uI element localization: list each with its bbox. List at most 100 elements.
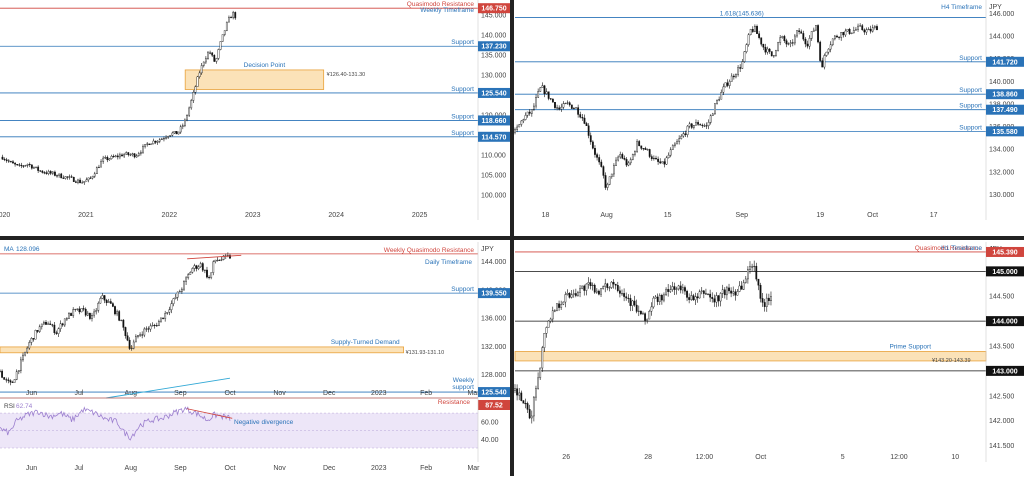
candle-body: [157, 320, 160, 327]
level-label: 1.618(145.636): [720, 10, 764, 17]
level-label: Weekly: [453, 377, 475, 384]
candle-body: [179, 126, 182, 133]
candle-body: [675, 288, 678, 290]
candle-body: [56, 175, 58, 177]
candle-body: [697, 122, 699, 125]
candle-body: [616, 285, 619, 291]
candle-body: [659, 161, 662, 164]
daily-resistance-trendline: [187, 254, 242, 260]
candle-body: [125, 152, 128, 155]
candle-body: [587, 282, 590, 285]
candle-body: [857, 25, 859, 30]
candle-body: [15, 371, 18, 380]
timeframe-label: H1 Timeframe: [941, 245, 982, 252]
candle-body: [740, 285, 743, 290]
candle-body: [873, 26, 876, 28]
candle-body: [707, 293, 709, 295]
candle-body: [692, 295, 695, 301]
y-tick-label: 141.500: [989, 443, 1014, 450]
price-tag-text: 137.490: [992, 107, 1017, 114]
candle-body: [596, 154, 598, 158]
candle-body: [225, 21, 228, 31]
zone-box: [184, 69, 325, 90]
candle-body: [66, 318, 68, 320]
candle-body: [77, 179, 79, 183]
candle-body: [646, 149, 649, 151]
divergence-label: Negative divergence: [234, 419, 294, 426]
candle-body: [188, 107, 191, 116]
candle-body: [623, 158, 626, 160]
candle-body: [530, 109, 533, 114]
candle-body: [564, 294, 567, 303]
candle-body: [627, 162, 630, 166]
candle-body: [694, 296, 697, 301]
candle-body: [678, 138, 681, 142]
candle-body: [103, 295, 106, 301]
candle-body: [804, 38, 807, 45]
timeframe-label: H4 Timeframe: [941, 4, 982, 11]
y-tick-label: 144.000: [989, 33, 1014, 40]
price-tag-text: 125.540: [481, 90, 506, 97]
candle-body: [690, 123, 693, 128]
candle-body: [743, 51, 746, 62]
candle-body: [671, 145, 674, 150]
candle-body: [84, 308, 87, 316]
candle-body: [660, 295, 663, 301]
candle-body: [1, 370, 3, 378]
price-tag: [478, 387, 510, 398]
candle-body: [612, 281, 615, 285]
candle-body: [783, 36, 786, 41]
candle-body: [661, 161, 664, 164]
x-tick-label: Oct: [225, 390, 236, 397]
candle-body: [5, 159, 8, 161]
candle-body: [749, 29, 752, 35]
candle-body: [82, 308, 85, 310]
candle-body: [116, 311, 118, 315]
candle-body: [184, 119, 186, 126]
candle-body: [98, 166, 100, 168]
candle-body: [602, 286, 605, 289]
candle-body: [66, 176, 69, 178]
price-tag: [986, 89, 1024, 100]
price-tag-text: 145.000: [992, 269, 1017, 276]
candle-body: [201, 263, 204, 271]
candle-body: [604, 283, 607, 287]
y-tick-label: 132.000: [481, 344, 506, 351]
price-tag: [478, 3, 510, 14]
candle-body: [829, 44, 832, 50]
zone-box: [514, 351, 987, 362]
candle-body: [171, 132, 174, 136]
candle-body: [116, 155, 119, 158]
candle-body: [745, 44, 748, 52]
candle-body: [751, 29, 754, 32]
zone-label: Decision Point: [244, 62, 286, 69]
candle-body: [106, 157, 109, 161]
price-tag: [478, 41, 510, 52]
candle-body: [203, 269, 206, 271]
candle-body: [711, 113, 714, 116]
candle-body: [852, 30, 855, 34]
candle-body: [583, 285, 586, 291]
candle-body: [57, 328, 60, 334]
candle-body: [121, 154, 123, 157]
candle-body: [109, 301, 112, 304]
candle-body: [122, 319, 125, 328]
candle-body: [5, 379, 8, 381]
x-tick-label: Feb: [420, 390, 432, 397]
candle-body: [45, 322, 47, 325]
candle-body: [151, 325, 154, 327]
candle-body: [677, 285, 680, 290]
candle-body: [7, 160, 10, 162]
candle-body: [131, 153, 134, 155]
candle-body: [219, 41, 222, 50]
candle-body: [9, 380, 12, 383]
candle-body: [112, 155, 115, 158]
candle-body: [625, 296, 628, 299]
candle-body: [615, 159, 617, 166]
candle-body: [749, 266, 751, 270]
candle-body: [713, 298, 716, 303]
candle-body: [518, 124, 521, 128]
candle-body: [688, 297, 691, 300]
candle-body: [37, 166, 40, 171]
candle-body: [528, 409, 531, 419]
